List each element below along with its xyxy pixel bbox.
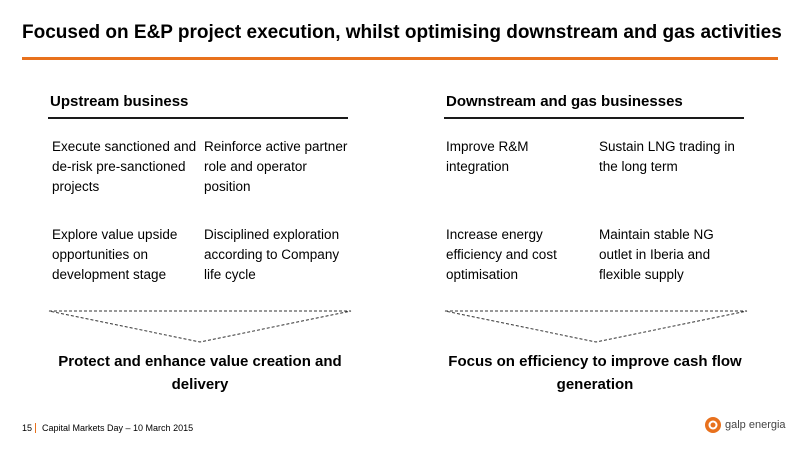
downstream-heading: Downstream and gas businesses [446,93,683,110]
downstream-heading-rule [444,117,744,119]
footer-separator [35,423,37,433]
page-number: 15 [22,423,33,433]
galp-logo: galp energia [704,416,786,434]
downstream-funnel-arrow [444,310,748,343]
upstream-heading: Upstream business [50,93,189,110]
page-title: Focused on E&P project execution, whilst… [22,22,782,43]
upstream-outcome: Protect and enhance value creation and d… [58,353,342,393]
title-divider [22,57,778,60]
upstream-item-4: Disciplined exploration according to Com… [204,227,340,282]
galp-logo-icon [705,417,721,433]
logo-text: galp energia [725,419,786,431]
downstream-item-3: Increase energy efficiency and cost opti… [446,227,557,282]
upstream-funnel-arrow [48,310,352,343]
downstream-item-2: Sustain LNG trading in the long term [599,139,735,174]
downstream-outcome: Focus on efficiency to improve cash flow… [448,353,742,393]
footer-text: Capital Markets Day – 10 March 2015 [42,423,194,433]
footer: 15 Capital Markets Day – 10 March 2015 [22,423,193,433]
upstream-item-2: Reinforce active partner role and operat… [204,139,348,194]
upstream-item-1: Execute sanctioned and de-risk pre-sanct… [52,139,197,194]
downstream-item-1: Improve R&M integration [446,139,529,174]
upstream-item-3: Explore value upside opportunities on de… [52,227,178,282]
downstream-item-4: Maintain stable NG outlet in Iberia and … [599,227,714,282]
upstream-heading-rule [48,117,348,119]
